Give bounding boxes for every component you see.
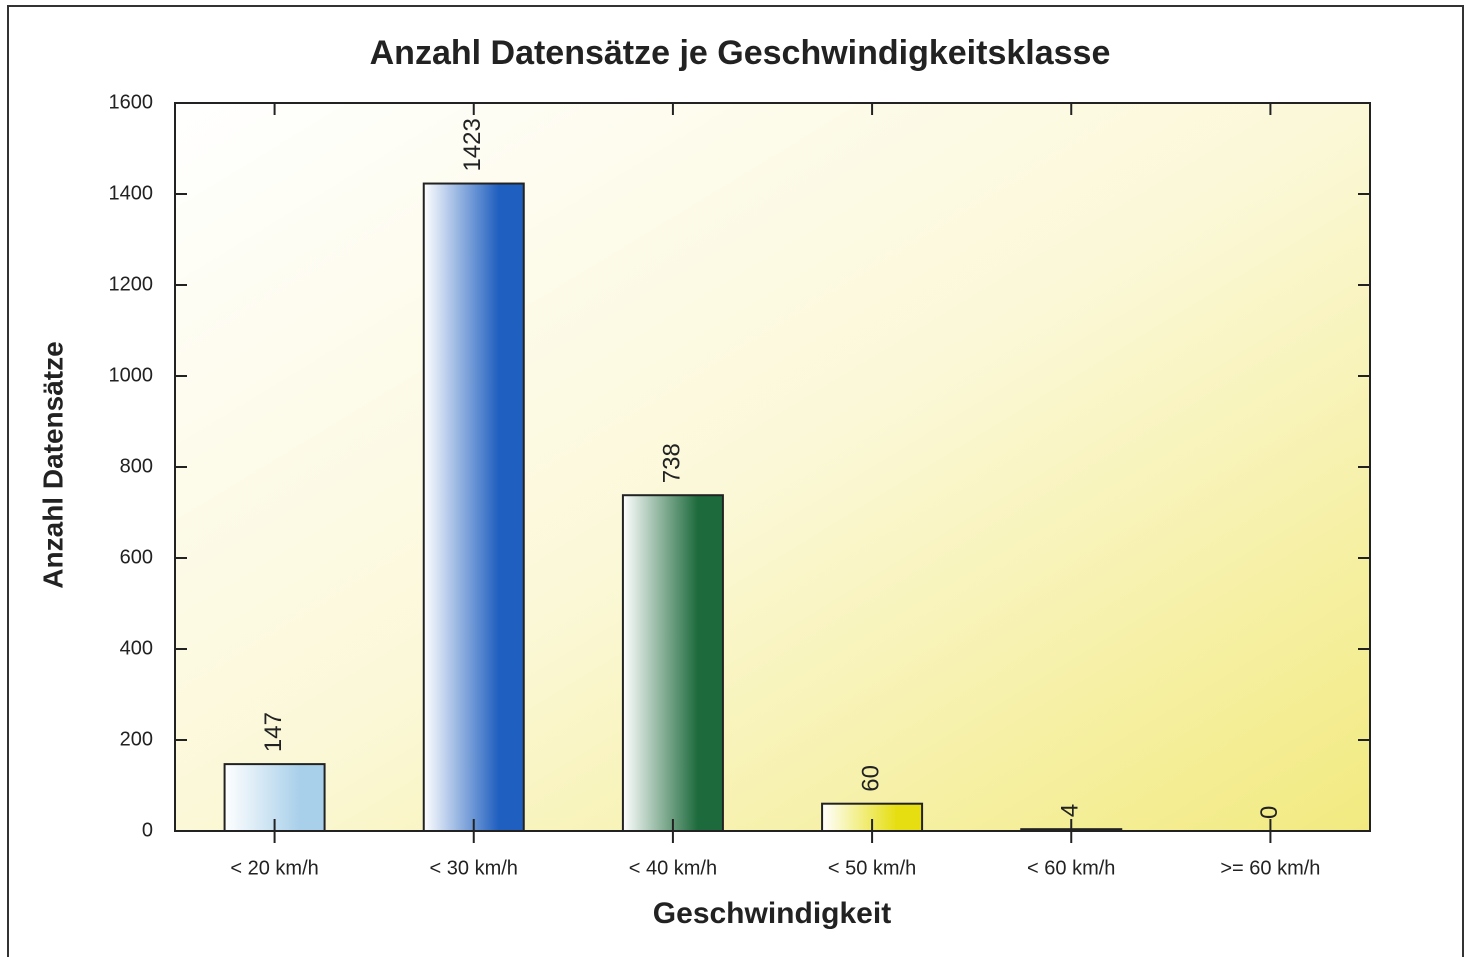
x-tick-label: < 50 km/h [828, 857, 916, 879]
y-tick-label: 200 [120, 728, 153, 750]
data-label: 60 [857, 765, 884, 792]
y-tick-label: 1400 [109, 182, 154, 204]
data-label: 0 [1256, 806, 1283, 819]
data-label: 147 [260, 712, 287, 752]
y-tick-label: 1000 [109, 364, 154, 386]
y-tick-label: 0 [142, 819, 153, 841]
y-tick-label: 800 [120, 455, 153, 477]
data-label: 4 [1057, 804, 1084, 817]
x-tick-label: >= 60 km/h [1220, 857, 1320, 879]
x-tick-label: < 40 km/h [629, 857, 717, 879]
data-label: 1423 [459, 118, 486, 171]
chart-title: Anzahl Datensätze je Geschwindigkeitskla… [370, 34, 1111, 72]
y-tick-label: 600 [120, 546, 153, 568]
y-tick-label: 400 [120, 637, 153, 659]
y-axis-label: Anzahl Datensätze [37, 341, 68, 588]
x-tick-label: < 30 km/h [430, 857, 518, 879]
x-tick-label: < 60 km/h [1027, 857, 1115, 879]
x-axis-label: Geschwindigkeit [653, 897, 891, 930]
y-tick-label: 1200 [109, 273, 154, 295]
bar [621, 494, 724, 832]
x-tick-label: < 20 km/h [230, 857, 318, 879]
plot-area [174, 102, 1371, 832]
y-tick-label: 1600 [109, 91, 154, 113]
bar [422, 182, 525, 833]
data-label: 738 [658, 443, 685, 483]
